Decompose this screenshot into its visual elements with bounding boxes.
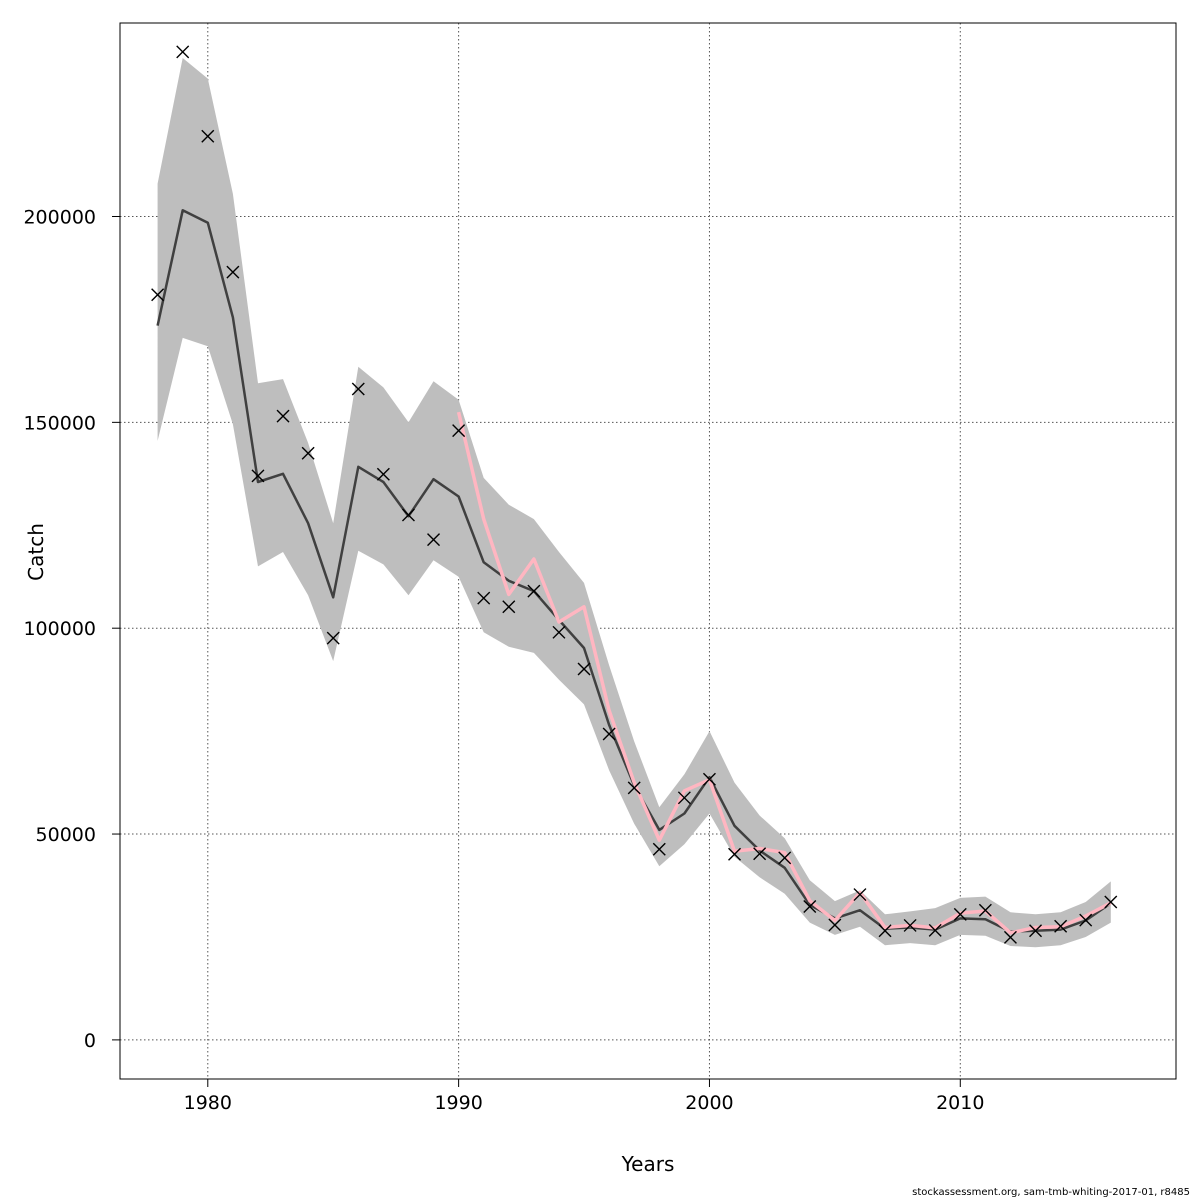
observed-point xyxy=(176,45,190,59)
observed-point-stroke xyxy=(527,584,541,598)
y-tick-label: 0 xyxy=(84,1030,96,1052)
y-tick-label: 150000 xyxy=(23,412,96,434)
observed-point xyxy=(1054,919,1068,933)
observed-point xyxy=(527,584,541,598)
observed-point-stroke xyxy=(1003,930,1017,944)
observed-point xyxy=(201,129,215,143)
observed-point xyxy=(251,469,265,483)
y-axis-title: Catch xyxy=(24,523,48,581)
observed-point xyxy=(803,900,817,913)
observed-point-stroke xyxy=(853,888,867,902)
observed-point-stroke xyxy=(903,918,917,932)
observed-point-stroke xyxy=(452,424,466,438)
observed-point-stroke xyxy=(953,907,967,921)
observed-point xyxy=(778,851,792,865)
observed-point xyxy=(828,918,842,932)
x-axis: 1980 1990 2000 2010 xyxy=(184,1079,984,1114)
observed-point-stroke xyxy=(326,631,340,645)
plot-frame xyxy=(119,22,1177,1080)
observed-point-stroke xyxy=(351,382,365,396)
observed-point xyxy=(652,842,666,856)
x-tick-label: 2000 xyxy=(685,1092,733,1114)
observed-point-stroke xyxy=(652,842,666,856)
observed-point xyxy=(1079,913,1093,927)
observed-point xyxy=(577,662,591,676)
observed-point xyxy=(627,781,641,795)
footer-source: stockassessment.org, sam-tmb-whiting-201… xyxy=(912,1187,1190,1198)
observed-point xyxy=(878,924,892,938)
observed-point xyxy=(401,508,415,522)
observed-point-stroke xyxy=(627,781,641,795)
observed-point-stroke xyxy=(878,924,892,938)
observed-point-stroke xyxy=(502,600,516,614)
observed-points xyxy=(151,45,1118,944)
observed-point-stroke xyxy=(577,662,591,676)
observed-point-stroke xyxy=(1079,913,1093,927)
observed-point-stroke xyxy=(602,727,616,741)
observed-point xyxy=(326,631,340,645)
observed-point-stroke xyxy=(753,847,767,861)
observed-point-stroke xyxy=(226,265,240,279)
observed-point xyxy=(301,446,315,460)
x-tick-label: 1980 xyxy=(184,1092,232,1114)
y-tick-label: 200000 xyxy=(23,206,96,228)
observed-point xyxy=(477,591,491,605)
observed-point xyxy=(502,600,516,614)
x-tick-label: 2010 xyxy=(936,1092,984,1114)
observed-point xyxy=(702,772,716,786)
observed-point-stroke xyxy=(677,791,691,805)
observed-point-stroke xyxy=(702,772,716,786)
observed-point xyxy=(928,923,942,937)
observed-point xyxy=(376,467,390,481)
observed-point xyxy=(903,918,917,932)
observed-point-stroke xyxy=(427,533,441,547)
observed-point-stroke xyxy=(552,625,566,639)
alternate-estimate-line xyxy=(456,411,1112,935)
observed-point xyxy=(1029,924,1043,938)
observed-point-stroke xyxy=(477,591,491,605)
observed-point xyxy=(953,907,967,921)
observed-point-stroke xyxy=(978,903,992,917)
observed-point-stroke xyxy=(1029,924,1043,938)
observed-point xyxy=(552,625,566,639)
observed-point xyxy=(151,288,165,302)
observed-point-stroke xyxy=(301,446,315,460)
x-tick-label: 1990 xyxy=(434,1092,482,1114)
observed-point xyxy=(1104,895,1118,909)
observed-point-stroke xyxy=(176,45,190,59)
observed-point-stroke xyxy=(251,469,265,483)
observed-point xyxy=(452,424,466,438)
observed-point-stroke xyxy=(151,288,165,302)
observed-point-stroke xyxy=(828,918,842,932)
observed-point-stroke xyxy=(778,851,792,865)
confidence-band xyxy=(157,58,1111,948)
observed-point xyxy=(1003,930,1017,944)
observed-point-stroke xyxy=(1104,895,1118,909)
observed-point xyxy=(978,903,992,917)
observed-point xyxy=(728,847,742,861)
y-axis: 0 50000 100000 150000 200000 xyxy=(23,206,120,1052)
observed-point-stroke xyxy=(201,129,215,143)
observed-point xyxy=(677,791,691,805)
observed-point-stroke xyxy=(1054,919,1068,933)
observed-point xyxy=(226,265,240,279)
observed-point xyxy=(853,888,867,902)
observed-point xyxy=(276,409,290,423)
x-axis-title: Years xyxy=(621,1152,675,1176)
observed-point-stroke xyxy=(376,467,390,481)
observed-point xyxy=(427,533,441,547)
observed-point-stroke xyxy=(728,847,742,861)
y-tick-label: 50000 xyxy=(36,824,96,846)
observed-point xyxy=(602,727,616,741)
observed-point xyxy=(753,847,767,861)
y-tick-label: 100000 xyxy=(23,618,96,640)
observed-point-stroke xyxy=(276,409,290,423)
observed-point xyxy=(351,382,365,396)
observed-point-stroke xyxy=(803,900,817,913)
observed-point-stroke xyxy=(928,923,942,937)
observed-point-stroke xyxy=(401,508,415,522)
